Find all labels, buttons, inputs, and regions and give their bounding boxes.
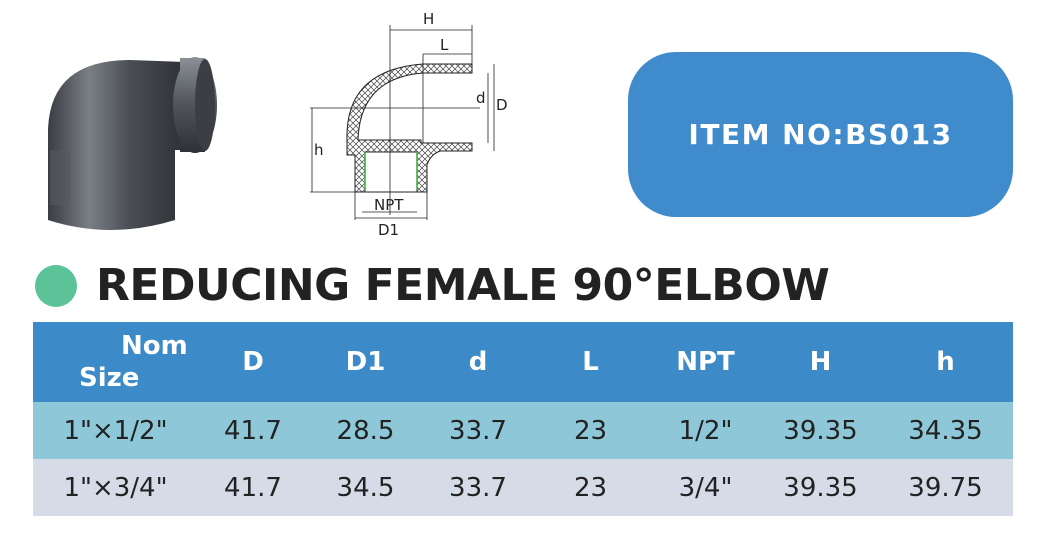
table-row: 1"×3/4" 41.7 34.5 33.7 23 3/4" 39.35 39.… [33,459,1013,516]
bullet-dot [35,265,77,307]
header-nom-size: Nom Size [33,322,198,402]
label-NPT: NPT [374,196,404,214]
table-header-row: Nom Size D D1 d L NPT H h [33,322,1013,402]
label-L: L [440,36,449,54]
header-D: D [198,322,308,402]
cell: 1/2" [648,402,763,459]
header-size: Size [79,363,140,393]
cell: 28.5 [308,402,423,459]
page-title: REDUCING FEMALE 90°ELBOW [96,260,830,311]
dimension-diagram: H L d D h NPT D1 [310,10,508,239]
spec-table: Nom Size D D1 d L NPT H h 1"×1/2" 41.7 28… [33,322,1013,516]
item-number-badge: ITEM NO:BS013 [628,52,1013,217]
cell: 39.35 [763,402,878,459]
cell: 33.7 [423,459,533,516]
product-photo [48,57,217,230]
cell: 23 [533,402,648,459]
cell: 1"×3/4" [33,459,198,516]
label-D: D [496,96,508,114]
label-h: h [314,141,324,159]
cell: 34.5 [308,459,423,516]
header-NPT: NPT [648,322,763,402]
cell: 3/4" [648,459,763,516]
cell: 34.35 [878,402,1013,459]
label-d: d [476,89,486,107]
cell: 23 [533,459,648,516]
cell: 39.35 [763,459,878,516]
table-row: 1"×1/2" 41.7 28.5 33.7 23 1/2" 39.35 34.… [33,402,1013,459]
header-nom: Nom [121,331,188,361]
label-H: H [423,10,434,28]
cell: 39.75 [878,459,1013,516]
label-D1: D1 [378,221,399,239]
cell: 41.7 [198,459,308,516]
header-L: L [533,322,648,402]
header-H: H [763,322,878,402]
header-D1: D1 [308,322,423,402]
header-h: h [878,322,1013,402]
cell: 41.7 [198,402,308,459]
cell: 33.7 [423,402,533,459]
header-d: d [423,322,533,402]
cell: 1"×1/2" [33,402,198,459]
